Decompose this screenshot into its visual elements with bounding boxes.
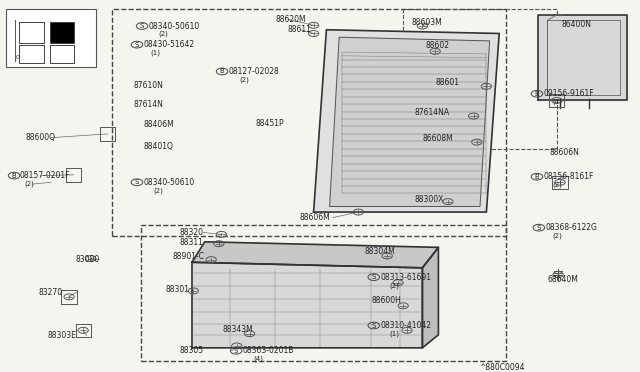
Text: S: S (234, 348, 238, 354)
Polygon shape (330, 37, 490, 206)
Text: 09156-9161F: 09156-9161F (543, 89, 594, 98)
Text: B: B (220, 68, 225, 74)
Text: 88600Q: 88600Q (26, 133, 56, 142)
Text: B: B (534, 174, 540, 180)
Polygon shape (422, 247, 438, 348)
Text: 86608M: 86608M (422, 134, 453, 143)
Text: S: S (372, 323, 376, 328)
Text: 88401Q: 88401Q (144, 142, 174, 151)
Text: S: S (537, 225, 541, 231)
FancyBboxPatch shape (19, 45, 44, 63)
Text: 83000: 83000 (76, 255, 100, 264)
Text: 88304M: 88304M (365, 247, 396, 256)
Text: 88603M: 88603M (412, 18, 442, 27)
Text: 88601: 88601 (435, 78, 460, 87)
FancyBboxPatch shape (6, 9, 96, 67)
FancyBboxPatch shape (50, 22, 74, 43)
Text: (4): (4) (552, 99, 562, 105)
Text: 88300X: 88300X (415, 195, 444, 203)
Text: 88451P: 88451P (256, 119, 285, 128)
Text: 88343M: 88343M (223, 326, 253, 334)
Text: 88602: 88602 (426, 41, 450, 50)
Text: 08340-50610: 08340-50610 (148, 22, 200, 31)
Text: (2): (2) (552, 182, 562, 188)
Text: 88600H: 88600H (371, 296, 401, 305)
Text: 88406M: 88406M (144, 120, 175, 129)
Text: 88320: 88320 (179, 228, 204, 237)
Text: 87614N: 87614N (133, 100, 163, 109)
Text: 87614NA: 87614NA (415, 108, 450, 117)
Text: ^880C0094: ^880C0094 (479, 363, 524, 372)
Text: S: S (135, 42, 139, 48)
Text: 08368-6122G: 08368-6122G (545, 223, 597, 232)
Text: (2): (2) (24, 181, 34, 187)
Text: 08156-8161F: 08156-8161F (543, 172, 594, 181)
Text: 88611: 88611 (288, 25, 312, 34)
Text: (4): (4) (253, 356, 263, 362)
Text: 88606M: 88606M (300, 213, 330, 222)
Text: (1): (1) (389, 330, 399, 337)
Polygon shape (314, 30, 499, 212)
Text: 08127-02028: 08127-02028 (228, 67, 279, 76)
Text: S: S (140, 23, 144, 29)
Text: 88901-C: 88901-C (173, 252, 205, 261)
Text: 88301: 88301 (165, 285, 189, 294)
Text: (1): (1) (150, 49, 161, 56)
FancyBboxPatch shape (19, 22, 44, 43)
Text: 08310-41042: 08310-41042 (380, 321, 431, 330)
Text: 88305: 88305 (179, 346, 204, 355)
Text: 88311: 88311 (179, 238, 203, 247)
Text: (2): (2) (239, 76, 249, 83)
Text: 0: 0 (15, 55, 19, 60)
Text: (2): (2) (159, 30, 168, 37)
Text: 88303E: 88303E (48, 331, 77, 340)
Text: 08363-0201B: 08363-0201B (243, 346, 294, 355)
Polygon shape (538, 15, 627, 100)
Text: 08430-51642: 08430-51642 (143, 40, 195, 49)
Text: B: B (534, 91, 540, 97)
Text: 88606N: 88606N (549, 148, 579, 157)
Text: 88620M: 88620M (275, 15, 306, 24)
Text: 68640M: 68640M (547, 275, 578, 284)
Text: S: S (135, 179, 139, 185)
Text: 83270: 83270 (38, 288, 63, 296)
Text: (2): (2) (389, 282, 399, 289)
Text: (2): (2) (552, 232, 562, 239)
Polygon shape (192, 262, 422, 348)
Text: S: S (372, 274, 376, 280)
Text: 08157-0201F: 08157-0201F (19, 171, 70, 180)
Text: 87610N: 87610N (133, 81, 163, 90)
Text: (2): (2) (154, 187, 163, 194)
Polygon shape (192, 242, 438, 268)
Text: B: B (12, 173, 17, 179)
Text: 86400N: 86400N (562, 20, 592, 29)
FancyBboxPatch shape (50, 45, 74, 63)
Text: 08313-61691: 08313-61691 (380, 273, 431, 282)
Text: 08340-50610: 08340-50610 (143, 178, 195, 187)
